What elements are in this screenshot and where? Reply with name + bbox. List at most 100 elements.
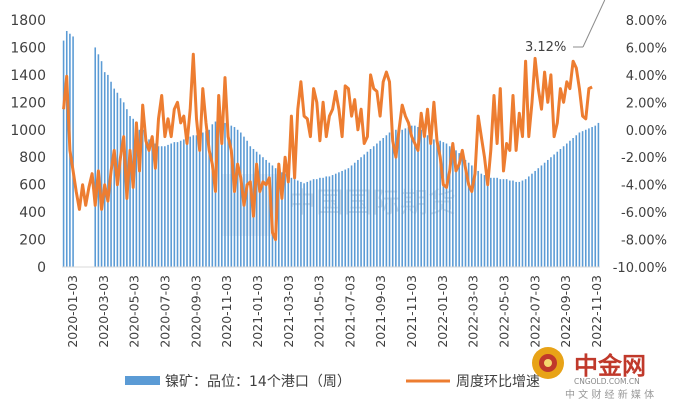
annotations: 3.12% bbox=[525, 0, 606, 55]
bar bbox=[179, 140, 182, 267]
bar bbox=[395, 129, 397, 267]
bar bbox=[594, 125, 597, 268]
bar bbox=[255, 151, 258, 267]
legend-swatch-bars bbox=[125, 376, 160, 385]
x-tick-label: 2020-11-03 bbox=[219, 275, 234, 348]
bar bbox=[262, 157, 264, 267]
bar bbox=[515, 181, 517, 267]
bar bbox=[62, 40, 65, 268]
bar bbox=[543, 162, 546, 267]
x-tick-label: 2021-07-03 bbox=[342, 275, 357, 348]
bar bbox=[486, 176, 489, 267]
bar bbox=[208, 129, 210, 267]
bar bbox=[65, 30, 68, 267]
x-tick-label: 2022-07-03 bbox=[527, 275, 542, 348]
bar bbox=[138, 129, 141, 267]
bar bbox=[322, 177, 324, 267]
bar bbox=[164, 146, 166, 267]
legend: 镍矿：品位：14个港口（周） 周度环比增速 bbox=[125, 374, 540, 390]
bar bbox=[531, 173, 533, 267]
bar bbox=[591, 127, 593, 268]
logo-domain: CNGOLD.COM.CN bbox=[574, 377, 640, 386]
bar bbox=[534, 170, 536, 267]
x-tick-label: 2021-09-03 bbox=[373, 275, 388, 348]
bar bbox=[249, 146, 252, 267]
bar bbox=[588, 128, 590, 267]
bar bbox=[328, 176, 331, 267]
bar bbox=[429, 138, 432, 267]
bar bbox=[467, 162, 470, 267]
series-line bbox=[62, 52, 593, 242]
y-left-tick-label: 1000 bbox=[10, 123, 46, 139]
y-left-tick-label: 800 bbox=[19, 150, 46, 166]
y-right-tick-label: -6.00% bbox=[621, 206, 667, 221]
annotation-leader bbox=[582, 0, 606, 48]
x-tick-label: 2021-05-03 bbox=[312, 275, 327, 348]
bar bbox=[553, 154, 555, 267]
bar bbox=[72, 36, 74, 267]
y-right-tick-label: 6.00% bbox=[626, 41, 667, 56]
bar bbox=[173, 142, 176, 267]
bar bbox=[407, 127, 410, 268]
y-left-tick-label: 1800 bbox=[10, 13, 46, 29]
bar bbox=[565, 143, 568, 267]
bar bbox=[445, 143, 448, 267]
legend-label-bars: 镍矿：品位：14个港口（周） bbox=[165, 374, 351, 390]
y-left-tick-label: 400 bbox=[19, 205, 46, 221]
bar bbox=[458, 153, 460, 267]
bar bbox=[195, 135, 198, 267]
bar bbox=[578, 132, 581, 267]
bar bbox=[546, 159, 549, 267]
bar bbox=[319, 177, 321, 267]
bar bbox=[145, 135, 147, 267]
bar bbox=[344, 169, 347, 267]
bar bbox=[369, 148, 372, 267]
bar bbox=[151, 142, 153, 267]
x-tick-label: 2022-05-03 bbox=[497, 275, 512, 348]
bar bbox=[474, 168, 476, 267]
bar bbox=[338, 172, 340, 267]
bar bbox=[483, 175, 486, 267]
bar bbox=[160, 146, 163, 267]
bar bbox=[572, 138, 574, 267]
bar bbox=[259, 154, 261, 267]
y-left-tick-label: 1400 bbox=[10, 68, 46, 84]
bar bbox=[277, 170, 280, 267]
bar bbox=[597, 122, 600, 268]
bar bbox=[141, 129, 144, 267]
bar bbox=[461, 157, 464, 267]
bar bbox=[521, 180, 524, 267]
x-tick-label: 2022-09-03 bbox=[558, 275, 573, 348]
bar bbox=[452, 148, 454, 267]
x-tick-label: 2022-03-03 bbox=[466, 275, 481, 348]
y-left-tick-label: 1200 bbox=[10, 95, 46, 111]
bar bbox=[227, 124, 229, 268]
bar bbox=[556, 151, 559, 267]
bar bbox=[350, 165, 353, 267]
bar bbox=[575, 135, 578, 267]
logo-tagline: 中 文 财 经 新 媒 体 bbox=[565, 388, 654, 401]
bar bbox=[502, 179, 505, 267]
bar bbox=[300, 181, 302, 267]
bar bbox=[284, 173, 286, 267]
y-right-tick-label: -4.00% bbox=[621, 179, 667, 194]
bar bbox=[331, 175, 334, 267]
bar bbox=[363, 154, 366, 267]
bar bbox=[379, 140, 381, 267]
bar bbox=[290, 177, 293, 267]
y-right-tick-label: 4.00% bbox=[626, 69, 667, 84]
bar bbox=[183, 139, 185, 267]
bar bbox=[410, 125, 413, 268]
bar bbox=[404, 128, 407, 267]
bar bbox=[312, 179, 315, 267]
bar bbox=[186, 136, 188, 267]
x-tick-label: 2021-01-03 bbox=[250, 275, 265, 348]
y-left-tick-label: 1600 bbox=[10, 40, 46, 56]
bar bbox=[154, 143, 157, 267]
line-series bbox=[62, 52, 593, 242]
bar bbox=[306, 181, 309, 267]
x-tick-label: 2020-03-03 bbox=[96, 275, 111, 348]
bar bbox=[211, 124, 214, 268]
bar bbox=[436, 140, 438, 267]
